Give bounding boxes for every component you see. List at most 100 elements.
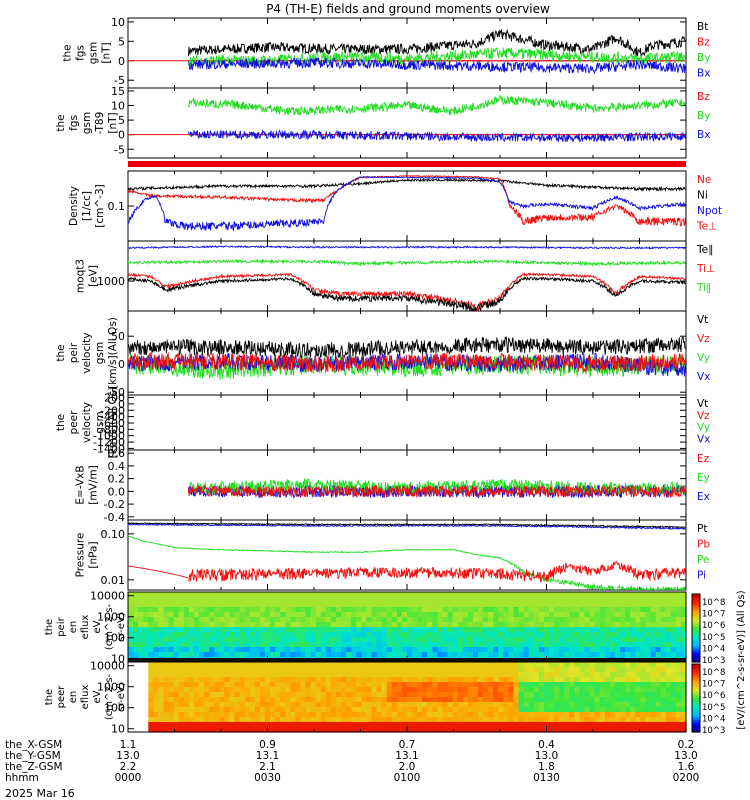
spec-cell xyxy=(391,647,398,653)
spec-cell xyxy=(513,632,520,638)
spec-cell xyxy=(280,662,286,668)
spec-cell xyxy=(300,622,307,628)
spec-cell xyxy=(675,712,682,718)
spec-cell xyxy=(615,622,621,628)
spec-cell xyxy=(265,597,271,603)
spec-cell xyxy=(148,677,154,683)
colorbar-cell xyxy=(692,696,700,699)
colorbar-cell xyxy=(692,634,700,638)
spec-cell xyxy=(275,597,281,603)
spec-cell xyxy=(538,652,545,658)
spec-cell xyxy=(356,692,362,698)
colorbar-cell xyxy=(692,633,700,636)
spec-cell xyxy=(660,692,667,698)
spec-cell xyxy=(645,667,652,673)
spec-cell xyxy=(325,697,332,703)
spec-cell xyxy=(391,592,398,598)
spec-cell xyxy=(670,612,677,618)
spec-cell xyxy=(270,667,276,673)
spec-cell xyxy=(442,697,449,703)
spec-cell xyxy=(523,597,530,603)
colorbar-cell xyxy=(692,648,700,651)
spec-cell xyxy=(609,647,616,653)
colorbar: 10^810^710^610^510^410^310^810^710^610^5… xyxy=(691,590,747,736)
spec-cell xyxy=(244,717,251,723)
spec-cell xyxy=(229,682,236,688)
spec-cell xyxy=(280,647,286,653)
spec-cell xyxy=(173,612,180,618)
spec-cell xyxy=(249,652,256,658)
spec-cell xyxy=(325,632,332,638)
spec-cell xyxy=(188,662,195,668)
spec-cell xyxy=(442,642,449,648)
spec-cell xyxy=(538,677,545,683)
spec-cell xyxy=(366,702,373,708)
spec-cell xyxy=(599,632,606,638)
spec-cell xyxy=(640,642,646,648)
spec-cell xyxy=(645,677,652,683)
spec-cell xyxy=(462,632,469,638)
spec-cell xyxy=(193,717,200,723)
spec-cell xyxy=(680,632,687,638)
spec-cell xyxy=(320,697,327,703)
spec-cell xyxy=(315,642,322,648)
spec-cell xyxy=(589,622,596,628)
spec-cell xyxy=(564,602,570,608)
spec-cell xyxy=(209,697,215,703)
spec-cell xyxy=(630,697,636,703)
spec-cell xyxy=(391,727,398,733)
spec-cell xyxy=(128,647,134,653)
spec-cell xyxy=(594,687,601,693)
spec-cell xyxy=(478,662,484,668)
colorbar-cell xyxy=(692,703,700,706)
y-axis-label: sr-eV) xyxy=(116,682,127,711)
spec-cell xyxy=(554,612,560,618)
spec-cell xyxy=(665,722,672,728)
spec-cell xyxy=(533,632,540,638)
spec-cell xyxy=(330,612,337,618)
spec-cell xyxy=(635,612,641,618)
spec-cell xyxy=(305,607,312,613)
y-axis-label: velocity xyxy=(81,402,93,443)
spec-cell xyxy=(148,652,154,658)
spec-cell xyxy=(290,697,296,703)
spec-cell xyxy=(229,662,236,668)
spec-cell xyxy=(620,662,626,668)
spec-cell xyxy=(427,642,433,648)
spec-cell xyxy=(462,727,469,733)
spec-cell xyxy=(305,662,312,668)
spec-cell xyxy=(244,707,251,713)
spec-cell xyxy=(630,602,636,608)
spec-cell xyxy=(412,632,418,638)
spec-cell xyxy=(467,712,474,718)
spec-cell xyxy=(412,627,418,633)
spec-cell xyxy=(665,667,672,673)
spec-cell xyxy=(280,727,286,733)
spec-cell xyxy=(325,592,332,598)
spec-cell xyxy=(381,642,388,648)
spec-cell xyxy=(620,612,626,618)
spec-cell xyxy=(158,637,165,643)
spec-cell xyxy=(153,697,160,703)
spec-cell xyxy=(604,672,611,678)
spec-cell xyxy=(305,697,312,703)
spec-cell xyxy=(310,682,317,688)
spec-cell xyxy=(483,662,489,668)
spec-cell xyxy=(432,622,439,628)
spec-cell xyxy=(325,647,332,653)
spec-cell xyxy=(396,722,403,728)
spec-cell xyxy=(178,652,185,658)
spec-cell xyxy=(128,717,134,723)
spec-cell xyxy=(559,682,565,688)
spec-cell xyxy=(432,617,439,623)
spec-cell xyxy=(254,632,261,638)
spec-cell xyxy=(183,642,190,648)
spec-cell xyxy=(396,677,403,683)
spec-cell xyxy=(407,667,413,673)
spec-cell xyxy=(503,632,510,638)
spec-cell xyxy=(442,662,449,668)
spec-cell xyxy=(188,702,195,708)
spec-cell xyxy=(554,702,560,708)
spec-cell xyxy=(259,687,266,693)
spec-cell xyxy=(569,617,575,623)
